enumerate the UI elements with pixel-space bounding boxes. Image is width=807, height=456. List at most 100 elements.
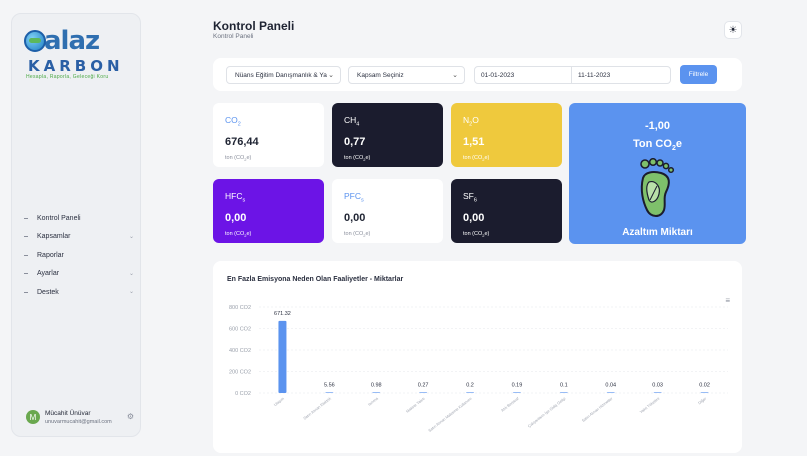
theme-toggle-button[interactable]: ☀ bbox=[724, 21, 742, 39]
card-value: 1,51 bbox=[463, 135, 485, 148]
chevron-down-icon: ⌄ bbox=[128, 270, 134, 277]
co2-card: CO2 676,44 ton (CO2e) bbox=[213, 103, 324, 167]
sidebar-item-label: Kontrol Paneli bbox=[37, 214, 81, 222]
nav-dash-icon bbox=[24, 291, 28, 293]
n2o-card: N2O 1,51 ton (CO2e) bbox=[451, 103, 562, 167]
chart-bar bbox=[278, 320, 287, 393]
bar-value-label: 0.03 bbox=[652, 382, 663, 388]
scope-select-placeholder: Kapsam Seçiniz bbox=[357, 71, 404, 79]
nav-dash-icon bbox=[24, 236, 28, 238]
filter-bar: Nüans Eğitim Danışmanlık & Ya ⌄ Kapsam S… bbox=[213, 58, 742, 91]
x-category-label: Atık Bertaraf bbox=[500, 396, 520, 413]
x-category-label: Ulaşım bbox=[273, 397, 285, 407]
sidebar: alaz KARBON Hesapla, Raporla, Geleceği K… bbox=[11, 13, 141, 437]
y-tick-label: 400 CO2 bbox=[229, 348, 251, 354]
sf6-card: SF6 0,00 ton (CO2e) bbox=[451, 179, 562, 243]
brand-name-bottom: KARBON bbox=[28, 57, 124, 75]
card-label: SF6 bbox=[463, 191, 477, 204]
user-name: Mücahit Ünüvar bbox=[45, 410, 91, 417]
chart-bar bbox=[325, 392, 334, 393]
x-category-label: Satın Alınan Malzeme Kullanımı bbox=[428, 397, 473, 433]
date-from-input[interactable]: 01-01-2023 bbox=[474, 66, 572, 84]
scope-select[interactable]: Kapsam Seçiniz ⌄ bbox=[348, 66, 465, 84]
chevron-down-icon: ⌄ bbox=[328, 72, 334, 79]
bar-value-label: 0.27 bbox=[418, 382, 429, 388]
chart-bar bbox=[700, 392, 709, 393]
bar-value-label: 0.02 bbox=[699, 382, 710, 388]
chart-title: En Fazla Emisyona Neden Olan Faaliyetler… bbox=[227, 276, 404, 283]
menu-icon[interactable]: ≡ bbox=[725, 296, 730, 305]
nav-dash-icon bbox=[24, 254, 28, 256]
sidebar-item-label: Ayarlar bbox=[37, 270, 60, 278]
nav-dash-icon bbox=[24, 217, 28, 219]
ch4-card: CH4 0,77 ton (CO2e) bbox=[332, 103, 443, 167]
sidebar-item-kontrol-paneli[interactable]: Kontrol Paneli bbox=[24, 209, 134, 228]
card-unit: ton (CO2e) bbox=[463, 230, 490, 238]
brand-name-top: alaz bbox=[44, 26, 100, 56]
sidebar-item-kapsamlar[interactable]: Kapsamlar ⌄ bbox=[24, 228, 134, 247]
bar-chart: 0 CO2 200 CO2 400 CO2 600 CO2 800 CO2 671.32 U… bbox=[229, 305, 728, 433]
sidebar-item-raporlar[interactable]: Raporlar bbox=[24, 246, 134, 265]
user-profile[interactable]: M Mücahit Ünüvar unuvarmucahit@gmail.com… bbox=[26, 409, 134, 431]
sidebar-item-label: Destek bbox=[37, 288, 59, 296]
reduction-unit: Ton CO2e bbox=[633, 138, 682, 153]
x-category-label: Çalışanların İşe Gidiş Gelişi bbox=[527, 396, 567, 429]
card-unit: ton (CO2e) bbox=[463, 154, 490, 162]
bar-value-label: 0.04 bbox=[605, 382, 616, 388]
bar-value-label: 0.19 bbox=[512, 382, 523, 388]
x-category-label: Satın Alınan Hizmetler bbox=[581, 396, 614, 423]
chart-bar bbox=[372, 392, 381, 393]
sidebar-item-label: Kapsamlar bbox=[37, 233, 71, 241]
x-category-label: Satın Alınan Elektrik bbox=[303, 397, 332, 421]
card-value: 0,00 bbox=[463, 211, 485, 224]
chevron-down-icon: ⌄ bbox=[128, 289, 134, 295]
chart-bar bbox=[419, 392, 428, 393]
card-value: 0,77 bbox=[344, 135, 366, 148]
chart-bar bbox=[559, 392, 568, 393]
card-value: 676,44 bbox=[225, 135, 259, 148]
y-tick-label: 200 CO2 bbox=[229, 370, 251, 376]
card-label: CH4 bbox=[344, 115, 360, 128]
date-to-value: 11-11-2023 bbox=[578, 71, 611, 79]
page-title: Kontrol Paneli bbox=[213, 19, 295, 33]
gear-icon[interactable]: ⚙ bbox=[126, 412, 134, 421]
card-unit: ton (CO2e) bbox=[225, 154, 252, 162]
card-label: HFCs bbox=[225, 191, 246, 204]
chevron-down-icon: ⌄ bbox=[128, 233, 134, 240]
x-category-label: Makine Yakıtı bbox=[405, 397, 425, 414]
chart-bar bbox=[466, 392, 475, 393]
reduction-label: Azaltım Miktarı bbox=[622, 227, 693, 238]
activities-chart-panel: En Fazla Emisyona Neden Olan Faaliyetler… bbox=[213, 261, 742, 453]
x-category-label: Yakıt Tüketimi bbox=[639, 397, 660, 415]
bar-value-label: 671.32 bbox=[274, 311, 291, 317]
card-unit: ton (CO2e) bbox=[344, 230, 371, 238]
hfc-card: HFCs 0,00 ton (CO2e) bbox=[213, 179, 324, 243]
company-select[interactable]: Nüans Eğitim Danışmanlık & Ya ⌄ bbox=[226, 66, 341, 84]
sidebar-item-destek[interactable]: Destek ⌄ bbox=[24, 283, 134, 302]
y-tick-label: 0 CO2 bbox=[235, 391, 251, 397]
reduction-card: -1,00 Ton CO2e Azaltım Miktarı bbox=[569, 103, 746, 244]
chevron-down-icon: ⌄ bbox=[452, 72, 458, 79]
card-value: 0,00 bbox=[225, 211, 247, 224]
avatar: M bbox=[26, 410, 40, 424]
date-to-input[interactable]: 11-11-2023 bbox=[571, 66, 671, 84]
y-tick-label: 600 CO2 bbox=[229, 327, 251, 333]
card-unit: ton (CO2e) bbox=[344, 154, 371, 162]
chart-bar bbox=[512, 392, 521, 393]
card-value: 0,00 bbox=[344, 211, 366, 224]
x-category-label: Diğer bbox=[698, 396, 708, 405]
x-category-label: Isınma bbox=[367, 396, 379, 407]
card-label: CO2 bbox=[225, 115, 241, 128]
brand-logo[interactable]: alaz KARBON Hesapla, Raporla, Geleceği K… bbox=[24, 28, 132, 94]
bar-value-label: 0.98 bbox=[371, 382, 382, 388]
chart-bar bbox=[653, 392, 662, 393]
sidebar-item-ayarlar[interactable]: Ayarlar ⌄ bbox=[24, 265, 134, 284]
nav-dash-icon bbox=[24, 273, 28, 275]
pfc-card: PFCs 0,00 ton (CO2e) bbox=[332, 179, 443, 243]
reduction-value: -1,00 bbox=[644, 120, 671, 132]
y-tick-label: 800 CO2 bbox=[229, 305, 251, 311]
filter-button[interactable]: Filtrele bbox=[680, 65, 717, 84]
bar-value-label: 0.2 bbox=[466, 382, 474, 388]
company-select-value: Nüans Eğitim Danışmanlık & Ya bbox=[235, 71, 327, 79]
user-email: unuvarmucahit@gmail.com bbox=[45, 419, 112, 425]
